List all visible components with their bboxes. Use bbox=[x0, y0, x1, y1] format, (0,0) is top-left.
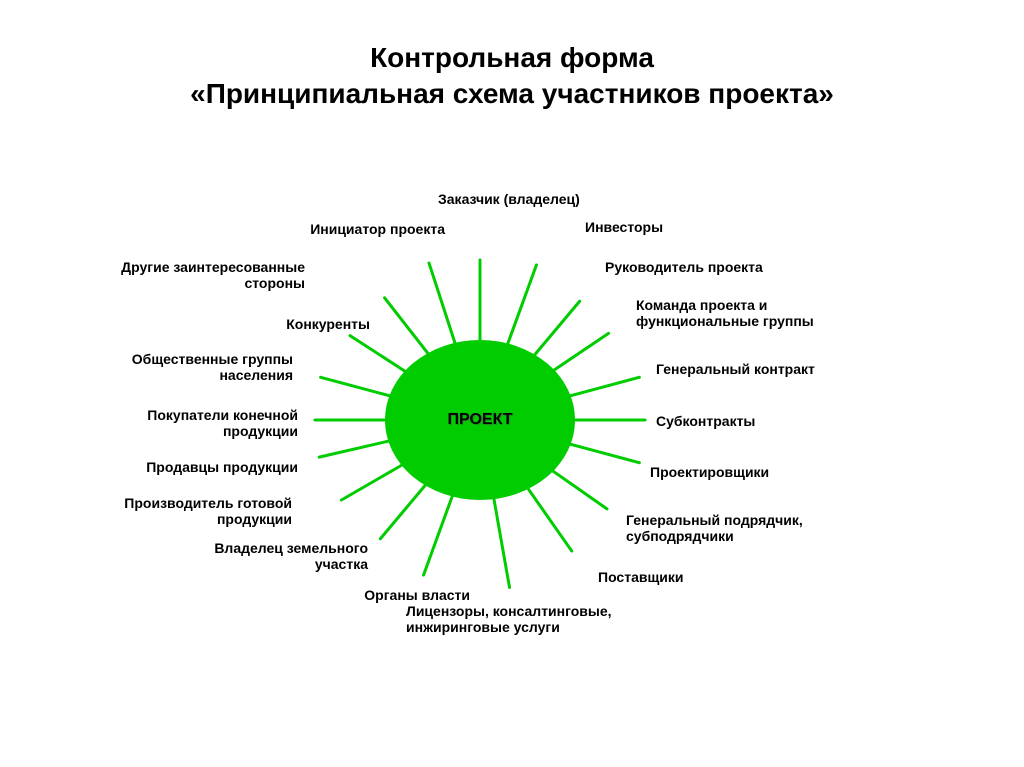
ray-label: Проектировщики bbox=[650, 464, 769, 480]
center-label: ПРОЕКТ bbox=[447, 411, 512, 429]
ray-label: Общественные группы населения bbox=[63, 351, 293, 383]
ray-label: Инициатор проекта bbox=[215, 221, 445, 237]
ray-label: Генеральный подрядчик, субподрядчики bbox=[626, 512, 803, 544]
ray-label: Инвесторы bbox=[585, 219, 663, 235]
ray-label: Владелец земельного участка bbox=[138, 540, 368, 572]
ray-label: Производитель готовой продукции bbox=[62, 495, 292, 527]
sunburst-diagram: ПРОЕКТ Заказчик (владелец) Инвесторы Руков… bbox=[0, 0, 1024, 767]
ray-label: Конкуренты bbox=[140, 316, 370, 332]
ray-label: Продавцы продукции bbox=[68, 459, 298, 475]
ray-label: Команда проекта и функциональные группы bbox=[636, 297, 814, 329]
center-node: ПРОЕКТ bbox=[385, 340, 575, 500]
ray-label: Субконтракты bbox=[656, 413, 755, 429]
ray-label: Генеральный контракт bbox=[656, 361, 815, 377]
ray-label: Органы власти bbox=[240, 587, 470, 603]
ray-label: Заказчик (владелец) bbox=[438, 191, 580, 207]
ray-label: Покупатели конечной продукции bbox=[68, 407, 298, 439]
ray-label: Поставщики bbox=[598, 569, 684, 585]
ray-label: Руководитель проекта bbox=[605, 259, 763, 275]
ray-label: Другие заинтересованные стороны bbox=[75, 259, 305, 291]
ray-label: Лицензоры, консалтинговые, инжиринговые … bbox=[406, 603, 612, 635]
